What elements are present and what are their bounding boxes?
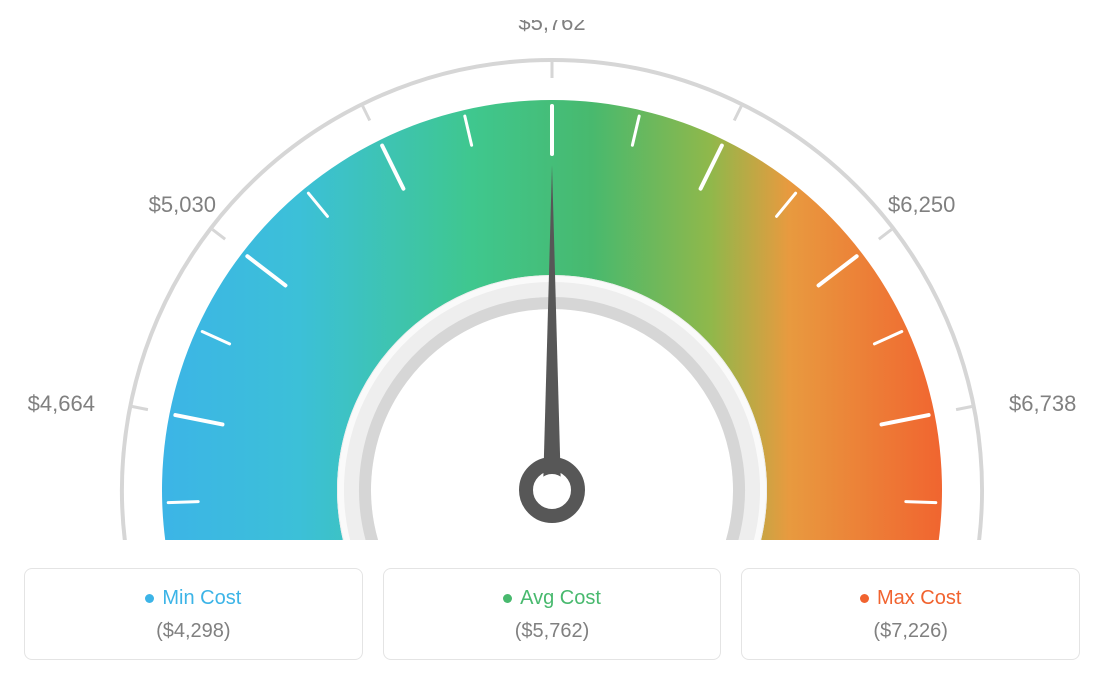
legend-row: Min Cost ($4,298) Avg Cost ($5,762) Max … — [20, 568, 1084, 660]
gauge-svg: $4,298$4,664$5,030$5,762$6,250$6,738$7,2… — [20, 20, 1084, 540]
svg-text:$4,664: $4,664 — [28, 391, 95, 416]
dot-icon — [860, 594, 869, 603]
svg-text:$6,250: $6,250 — [888, 192, 955, 217]
legend-label-min: Min Cost — [162, 587, 241, 610]
legend-title-max: Max Cost — [860, 587, 961, 610]
legend-card-avg: Avg Cost ($5,762) — [383, 568, 722, 660]
legend-card-max: Max Cost ($7,226) — [741, 568, 1080, 660]
legend-title-avg: Avg Cost — [503, 587, 601, 610]
legend-value-min: ($4,298) — [35, 620, 352, 643]
legend-title-min: Min Cost — [145, 587, 241, 610]
legend-label-avg: Avg Cost — [520, 587, 601, 610]
legend-label-max: Max Cost — [877, 587, 961, 610]
svg-text:$5,762: $5,762 — [518, 20, 585, 35]
cost-gauge-chart: $4,298$4,664$5,030$5,762$6,250$6,738$7,2… — [20, 20, 1084, 660]
svg-text:$5,030: $5,030 — [149, 192, 216, 217]
legend-value-max: ($7,226) — [752, 620, 1069, 643]
dot-icon — [145, 594, 154, 603]
svg-text:$6,738: $6,738 — [1009, 391, 1076, 416]
legend-value-avg: ($5,762) — [394, 620, 711, 643]
dot-icon — [503, 594, 512, 603]
legend-card-min: Min Cost ($4,298) — [24, 568, 363, 660]
